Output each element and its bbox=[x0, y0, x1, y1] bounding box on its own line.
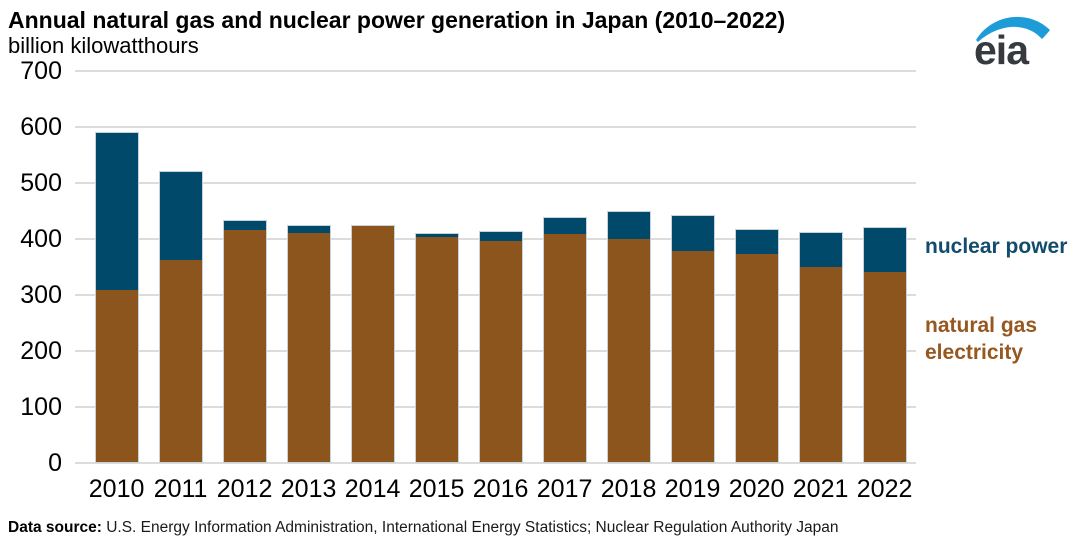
data-source-note: Data source: U.S. Energy Information Adm… bbox=[8, 519, 839, 537]
bar-segment-nuclear-2011 bbox=[159, 172, 202, 260]
bar-segment-gas-2014 bbox=[351, 226, 394, 462]
x-tick-label-2020: 2020 bbox=[728, 475, 785, 503]
legend-label-natural-gas: natural gas electricity bbox=[925, 312, 1037, 366]
x-tick-label-2012: 2012 bbox=[216, 475, 273, 503]
legend-label-natural-gas-line2: electricity bbox=[925, 341, 1024, 364]
data-source-text: U.S. Energy Information Administration, … bbox=[101, 519, 839, 536]
legend-label-nuclear: nuclear power bbox=[925, 235, 1068, 258]
x-tick-label-2014: 2014 bbox=[344, 475, 401, 503]
bar-segment-gas-2017 bbox=[543, 234, 586, 462]
y-tick-label-400: 400 bbox=[20, 225, 62, 253]
bar-segment-nuclear-2010 bbox=[95, 133, 138, 290]
bar-segment-gas-2020 bbox=[735, 254, 778, 462]
y-tick-label-300: 300 bbox=[20, 281, 62, 309]
bar-segment-nuclear-2022 bbox=[863, 228, 906, 272]
x-axis: 2010 2011 2012 2013 2014 2015 2016 2017 2018 2019… bbox=[75, 475, 916, 507]
bar-2016 bbox=[478, 231, 523, 463]
bar-segment-gas-2013 bbox=[287, 233, 330, 462]
gridline-0 bbox=[75, 462, 916, 464]
gridline-500 bbox=[75, 182, 916, 184]
x-tick-label-2010: 2010 bbox=[88, 475, 145, 503]
plot-area bbox=[75, 70, 916, 464]
bar-segment-gas-2019 bbox=[671, 251, 714, 462]
chart-title: Annual natural gas and nuclear power gen… bbox=[8, 7, 786, 33]
legend-label-natural-gas-line1: natural gas bbox=[925, 314, 1038, 337]
bar-2011 bbox=[158, 171, 203, 463]
y-axis: 0 100 200 300 400 500 600 700 bbox=[0, 58, 62, 476]
y-tick-label-600: 600 bbox=[20, 113, 62, 141]
y-tick-label-100: 100 bbox=[20, 393, 62, 421]
bar-segment-nuclear-2019 bbox=[671, 216, 714, 251]
bar-segment-nuclear-2017 bbox=[543, 218, 586, 234]
bar-2014 bbox=[350, 225, 395, 463]
x-tick-label-2019: 2019 bbox=[664, 475, 721, 503]
bar-2015 bbox=[414, 233, 459, 463]
x-tick-label-2016: 2016 bbox=[472, 475, 529, 503]
bar-2020 bbox=[734, 229, 779, 463]
bar-2010 bbox=[94, 132, 139, 463]
eia-logo-text: eia bbox=[974, 27, 1030, 70]
data-source-label: Data source: bbox=[8, 519, 102, 536]
bar-segment-gas-2011 bbox=[159, 260, 202, 462]
bar-2013 bbox=[286, 225, 331, 463]
x-tick-label-2011: 2011 bbox=[153, 475, 208, 503]
y-tick-label-200: 200 bbox=[20, 337, 62, 365]
gridline-600 bbox=[75, 126, 916, 128]
chart-units-subtitle: billion kilowatthours bbox=[8, 33, 199, 58]
bar-segment-nuclear-2018 bbox=[607, 212, 650, 239]
x-tick-label-2021: 2021 bbox=[792, 475, 849, 503]
x-tick-label-2013: 2013 bbox=[280, 475, 337, 503]
y-tick-label-700: 700 bbox=[20, 57, 62, 85]
bar-2017 bbox=[542, 217, 587, 463]
bar-segment-gas-2022 bbox=[863, 272, 906, 462]
y-tick-label-500: 500 bbox=[20, 169, 62, 197]
bar-segment-nuclear-2020 bbox=[735, 230, 778, 254]
eia-logo-swoosh-icon bbox=[976, 16, 1050, 42]
bar-segment-nuclear-2021 bbox=[799, 233, 842, 267]
bar-segment-gas-2015 bbox=[415, 237, 458, 462]
bar-segment-nuclear-2015 bbox=[415, 234, 458, 237]
bar-segment-nuclear-2013 bbox=[287, 226, 330, 233]
bar-segment-gas-2016 bbox=[479, 241, 522, 462]
bar-2021 bbox=[798, 232, 843, 463]
bar-segment-gas-2018 bbox=[607, 239, 650, 462]
bar-2019 bbox=[670, 215, 715, 463]
y-tick-label-0: 0 bbox=[48, 449, 62, 477]
bar-segment-nuclear-2016 bbox=[479, 232, 522, 241]
bar-segment-gas-2010 bbox=[95, 290, 138, 462]
bar-segment-gas-2021 bbox=[799, 267, 842, 462]
bar-segment-gas-2012 bbox=[223, 230, 266, 462]
x-tick-label-2018: 2018 bbox=[600, 475, 657, 503]
eia-logo: eia bbox=[972, 8, 1054, 73]
bar-2012 bbox=[222, 220, 267, 463]
bar-2018 bbox=[606, 211, 651, 463]
x-tick-label-2017: 2017 bbox=[536, 475, 593, 503]
gridline-700 bbox=[75, 70, 916, 72]
x-tick-label-2015: 2015 bbox=[408, 475, 465, 503]
bar-2022 bbox=[862, 227, 907, 463]
x-tick-label-2022: 2022 bbox=[856, 475, 913, 503]
eia-logo-graphic: eia bbox=[974, 16, 1050, 73]
bar-segment-nuclear-2012 bbox=[223, 221, 266, 230]
